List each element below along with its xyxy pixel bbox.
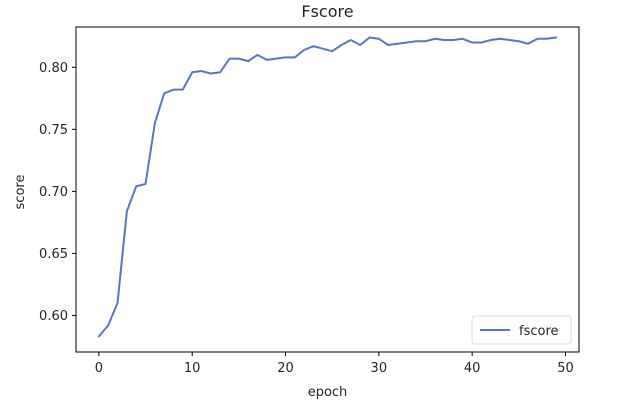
y-axis-label: score — [13, 175, 28, 210]
x-tick-label: 50 — [557, 361, 574, 376]
x-axis-label: epoch — [308, 385, 348, 400]
series-layer — [97, 36, 558, 338]
y-tick-label: 0.80 — [39, 61, 68, 76]
chart-title: Fscore — [301, 2, 353, 21]
x-tick-label: 0 — [95, 361, 103, 376]
x-tick-label: 30 — [371, 361, 388, 376]
legend-box — [471, 315, 572, 345]
legend-label: fscore — [519, 324, 559, 339]
x-tick-label: 10 — [184, 361, 201, 376]
legend: fscore — [471, 315, 572, 345]
y-tick-label: 0.65 — [39, 247, 68, 262]
series-line-fscore — [97, 36, 558, 338]
y-tick-label: 0.70 — [39, 185, 68, 200]
axes-layer: 0 10 20 30 40 50 0.60 0.65 0.70 0.75 0.80 — [39, 26, 580, 376]
y-tick-label: 0.75 — [39, 123, 68, 138]
x-tick-label: 20 — [277, 361, 294, 376]
plot-frame — [75, 26, 580, 353]
y-tick-label: 0.60 — [39, 309, 68, 324]
x-tick-label: 40 — [464, 361, 481, 376]
